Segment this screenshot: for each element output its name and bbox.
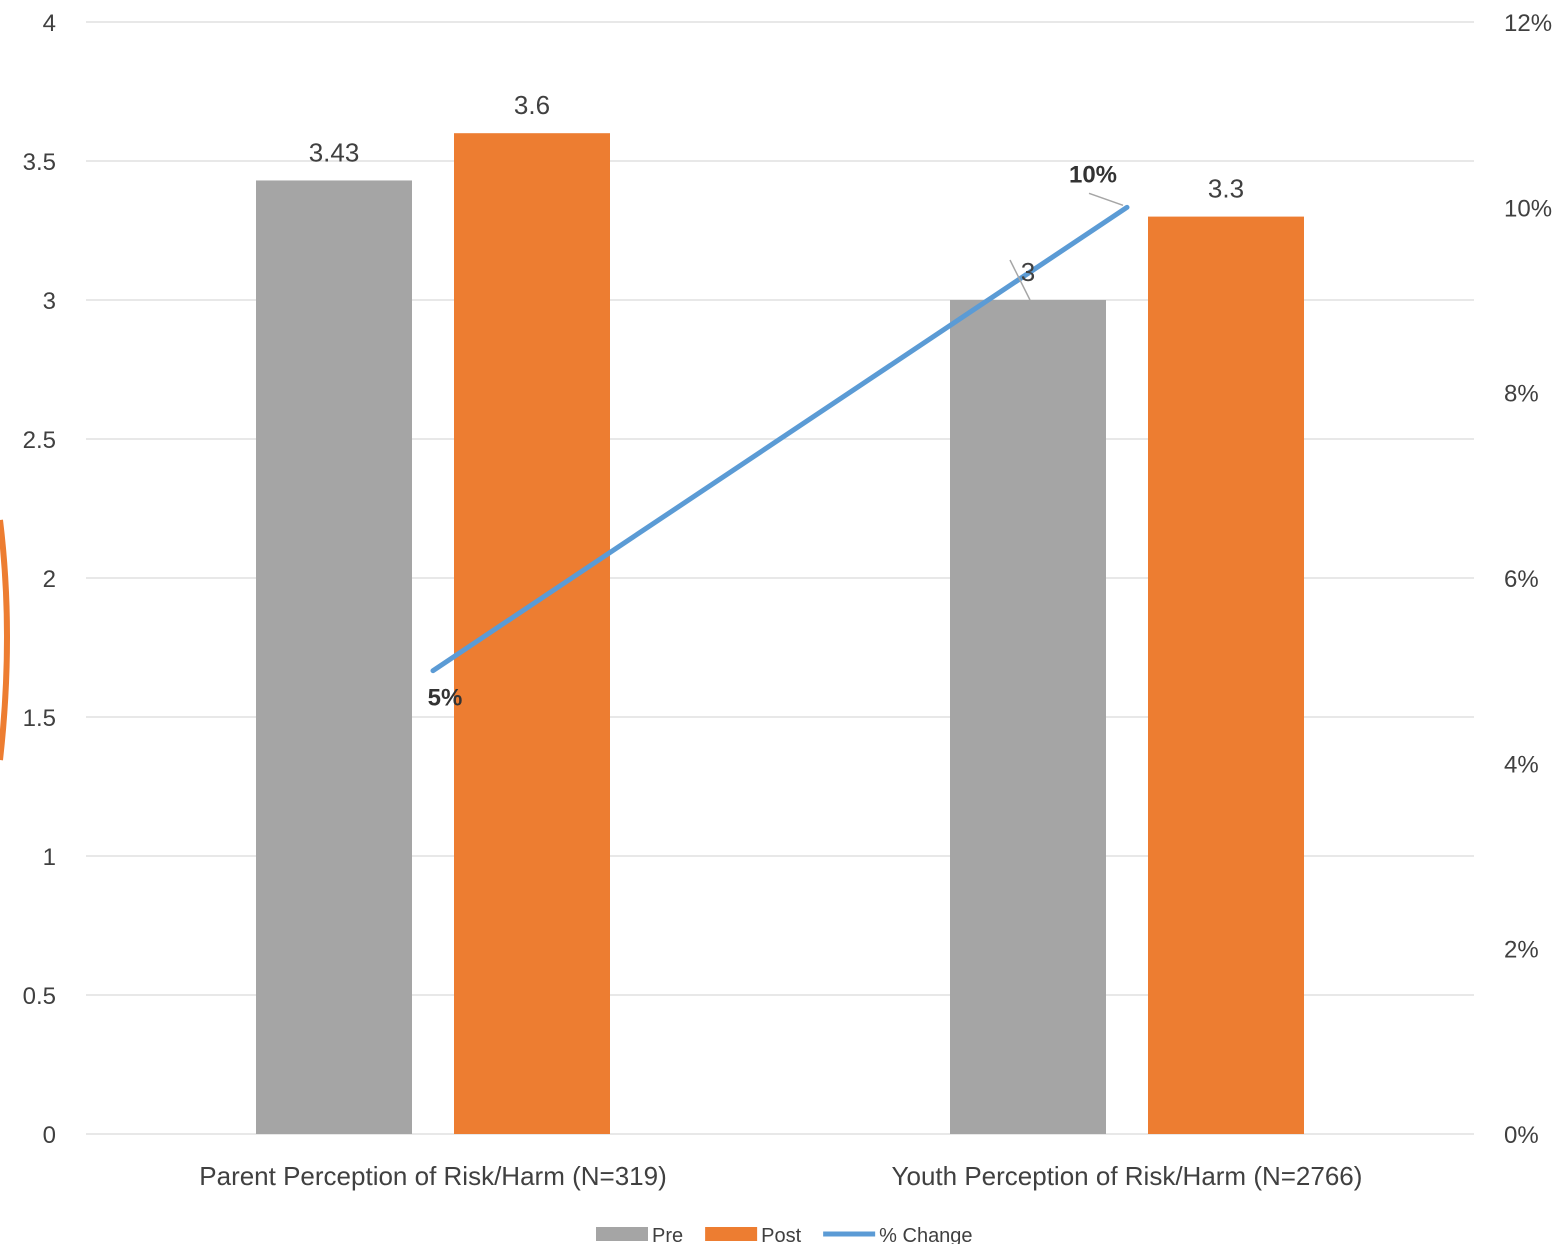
- y-right-tick-label: 6%: [1504, 566, 1539, 593]
- data-labels: 3.43 3.6 3 3.3 5% 10%: [309, 90, 1244, 711]
- y-right-tick-label: 4%: [1504, 751, 1539, 778]
- leader-line: [1088, 192, 1124, 207]
- y-axis-left-ticks: 0 0.5 1 1.5 2 2.5 3 3.5 4: [23, 10, 56, 1149]
- bar-pre: [950, 300, 1106, 1134]
- legend-swatch: [596, 1227, 648, 1241]
- y-axis-right-ticks: 0% 2% 4% 6% 8% 10% 12%: [1504, 10, 1552, 1149]
- bar-data-label: 3.3: [1208, 174, 1244, 204]
- bar-data-label: 3.6: [514, 90, 550, 120]
- legend-label: Post: [761, 1225, 801, 1244]
- y-right-tick-label: 10%: [1504, 195, 1552, 222]
- y-left-tick-label: 1: [43, 844, 56, 871]
- line-data-label: 10%: [1069, 161, 1117, 188]
- y-right-tick-label: 12%: [1504, 10, 1552, 37]
- line-data-label: 5%: [428, 685, 463, 712]
- y-left-tick-label: 2.5: [23, 427, 56, 454]
- y-left-tick-label: 1.5: [23, 705, 56, 732]
- bar-post: [1148, 216, 1304, 1135]
- decorative-arc: [0, 519, 10, 761]
- legend: Pre Post % Change: [596, 1225, 973, 1244]
- bars: [256, 133, 1304, 1135]
- legend-label: Pre: [652, 1225, 683, 1244]
- bar-pre: [256, 180, 412, 1134]
- line-change: [430, 204, 1130, 674]
- y-left-tick-label: 2: [43, 566, 56, 593]
- y-right-tick-label: 8%: [1504, 381, 1539, 408]
- category-labels: Parent Perception of Risk/Harm (N=319) Yo…: [199, 1161, 1362, 1191]
- y-left-tick-label: 0: [43, 1122, 56, 1149]
- legend-swatch: [705, 1227, 758, 1241]
- category-label: Youth Perception of Risk/Harm (N=2766): [892, 1161, 1363, 1191]
- legend-label: % Change: [879, 1225, 972, 1244]
- y-left-tick-label: 0.5: [23, 983, 56, 1010]
- y-left-tick-label: 4: [43, 10, 56, 37]
- y-right-tick-label: 0%: [1504, 1122, 1539, 1149]
- y-left-tick-label: 3.5: [23, 149, 56, 176]
- bar-data-label: 3: [1021, 257, 1035, 287]
- leader-line: [1009, 259, 1031, 301]
- y-right-tick-label: 2%: [1504, 937, 1539, 964]
- y-left-tick-label: 3: [43, 288, 56, 315]
- percent-change-line: [430, 204, 1130, 674]
- bar-post: [454, 133, 610, 1134]
- category-label: Parent Perception of Risk/Harm (N=319): [199, 1161, 666, 1191]
- bar-data-label: 3.43: [309, 137, 360, 167]
